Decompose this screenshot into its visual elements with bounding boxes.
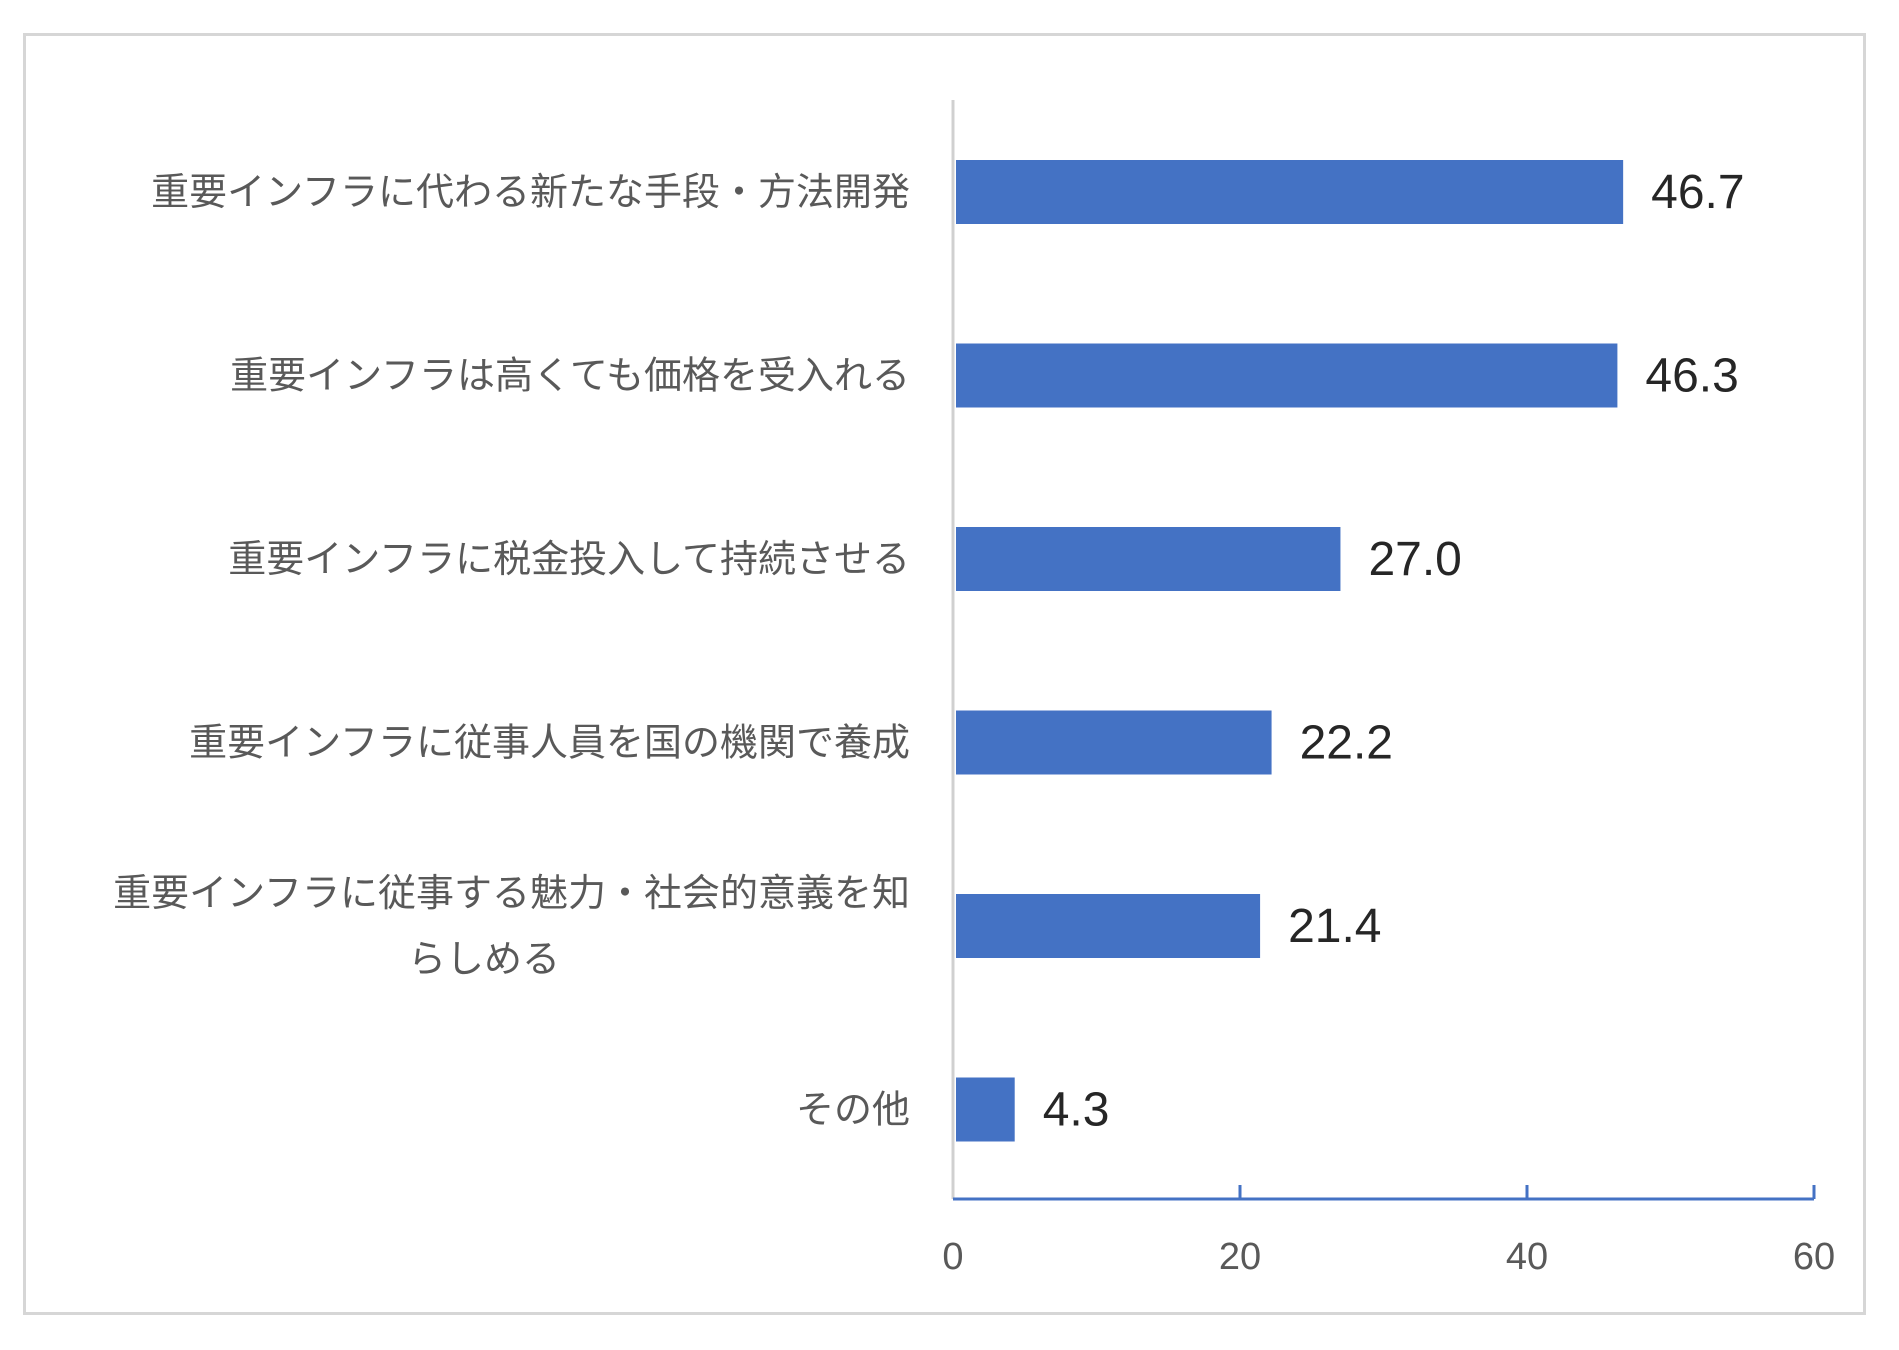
data-label-3: 27.0 bbox=[1368, 533, 1461, 586]
category-label-2: 重要インフラは高くても価格を受入れる bbox=[230, 354, 910, 398]
data-label-4: 22.2 bbox=[1300, 717, 1393, 770]
category-label-1: 重要インフラに代わる新たな手段・方法開発 bbox=[151, 170, 910, 214]
labels: 46.7 重要インフラに代わる新たな手段・方法開発 46.3 重要インフラは高くても価… bbox=[113, 166, 1744, 1137]
bar-2 bbox=[956, 343, 1618, 408]
category-label-3: 重要インフラに税金投入して持続させる bbox=[228, 537, 910, 581]
category-label-6: その他 bbox=[796, 1088, 910, 1132]
category-label-line: らしめる bbox=[408, 937, 560, 981]
bars bbox=[956, 160, 1624, 1142]
x-tick-label-40: 40 bbox=[1506, 1236, 1548, 1278]
x-tick-label-0: 0 bbox=[942, 1236, 963, 1278]
bar-3 bbox=[956, 527, 1341, 591]
data-label-2: 46.3 bbox=[1645, 350, 1738, 403]
x-tick-label-60: 60 bbox=[1793, 1236, 1835, 1278]
data-label-1: 46.7 bbox=[1651, 166, 1744, 219]
data-label-6: 4.3 bbox=[1043, 1084, 1110, 1137]
bar-5 bbox=[956, 894, 1261, 958]
data-label-5: 21.4 bbox=[1288, 900, 1381, 953]
bar-4 bbox=[956, 710, 1272, 775]
bar-6 bbox=[956, 1077, 1015, 1142]
axes: 0 20 40 60 bbox=[942, 100, 1835, 1278]
category-label-line: 重要インフラに従事する魅力・社会的意義を知 bbox=[113, 871, 910, 915]
bar-1 bbox=[956, 160, 1624, 224]
category-label-4: 重要インフラに従事人員を国の機関で養成 bbox=[189, 721, 910, 765]
chart-frame bbox=[23, 33, 1866, 1315]
x-tick-label-20: 20 bbox=[1219, 1236, 1261, 1278]
